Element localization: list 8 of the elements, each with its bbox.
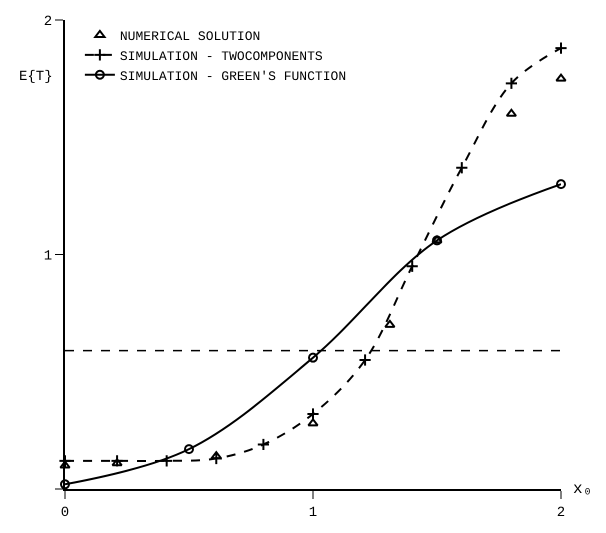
legend-label: SIMULATION - GREEN'S FUNCTION — [120, 68, 346, 84]
x-tick-label: 2 — [556, 504, 566, 521]
legend-label: NUMERICAL SOLUTION — [120, 29, 260, 44]
x-tick-label: 0 — [60, 504, 70, 521]
x-tick-label: 1 — [308, 504, 318, 521]
x-axis-title: x₀ — [573, 480, 592, 498]
legend-label: SIMULATION - TWOCOMPONENTS — [120, 48, 323, 64]
y-axis-title: E{T} — [19, 69, 53, 85]
